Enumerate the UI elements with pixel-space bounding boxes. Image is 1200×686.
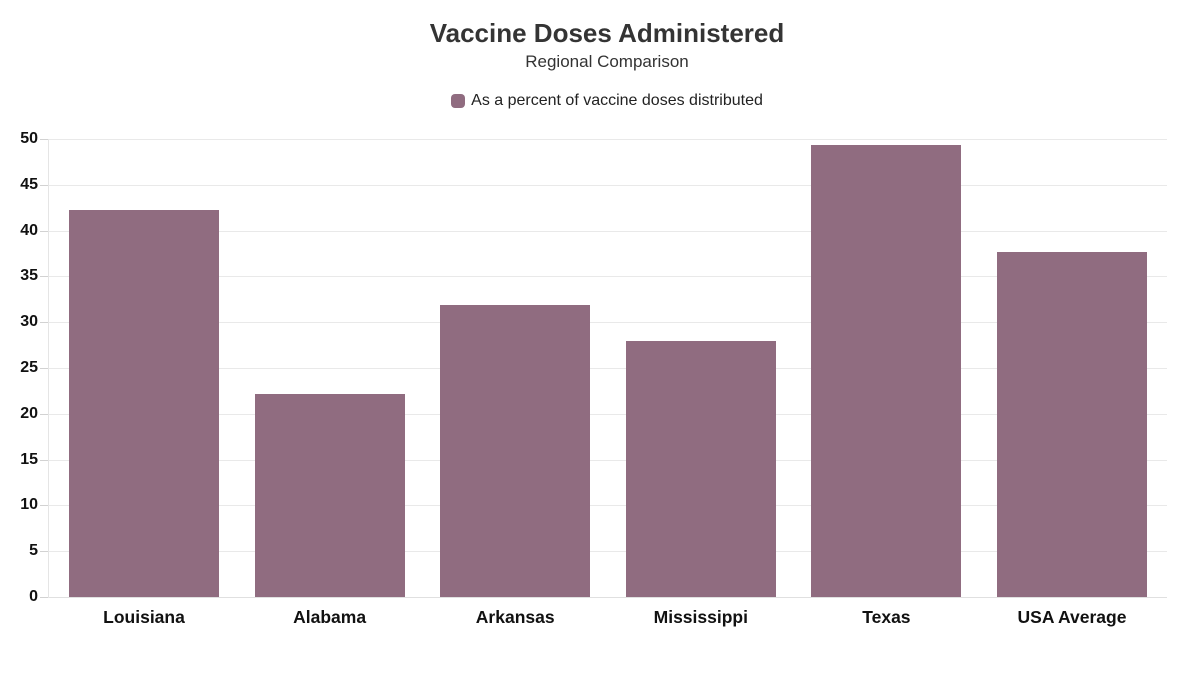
y-axis-label-20: 20 xyxy=(20,404,38,422)
bar-usa-average xyxy=(997,251,1147,597)
y-tickmark-30 xyxy=(40,322,48,324)
y-axis-label-25: 25 xyxy=(20,359,38,376)
gridline-20 xyxy=(48,413,1167,415)
x-axis-label-3: Mississippi xyxy=(653,607,748,627)
gridline-25 xyxy=(48,368,1167,369)
y-tickmark-5 xyxy=(40,551,48,553)
gridline-40 xyxy=(48,230,1167,232)
legend-swatch-icon xyxy=(451,94,466,108)
legend-label: As a percent of vaccine doses distribute… xyxy=(471,92,763,109)
y-tickmark-50 xyxy=(40,139,48,140)
gridline-5 xyxy=(48,551,1167,553)
x-axis-label-0: Louisiana xyxy=(103,607,185,627)
y-axis-line xyxy=(48,139,49,598)
y-tickmark-45 xyxy=(40,184,48,186)
y-axis-label-50: 50 xyxy=(20,130,38,147)
gridline-0 xyxy=(48,597,1167,598)
chart-subtitle: Regional Comparison xyxy=(525,52,689,71)
gridline-35 xyxy=(48,276,1167,278)
y-tickmark-0 xyxy=(40,597,48,598)
y-tickmark-25 xyxy=(40,368,48,369)
y-axis-label-10: 10 xyxy=(20,496,38,514)
gridline-15 xyxy=(48,459,1167,461)
y-tickmark-10 xyxy=(40,505,48,507)
y-axis-label-0: 0 xyxy=(29,588,38,605)
x-axis-label-5: USA Average xyxy=(1017,607,1127,627)
x-axis-label-1: Alabama xyxy=(293,607,367,627)
chart-title: Vaccine Doses Administered xyxy=(429,18,785,48)
gridline-30 xyxy=(48,322,1167,324)
bar-alabama xyxy=(254,393,405,597)
y-axis-label-40: 40 xyxy=(20,221,38,239)
gridline-45 xyxy=(48,184,1167,186)
y-tickmark-15 xyxy=(40,459,48,461)
bar-louisiana xyxy=(69,209,219,597)
gridline-10 xyxy=(48,505,1167,507)
y-axis-label-5: 5 xyxy=(29,542,38,560)
y-axis-label-30: 30 xyxy=(20,313,38,331)
x-axis-label-2: Arkansas xyxy=(475,607,555,627)
y-tickmark-40 xyxy=(40,230,48,232)
gridline-50 xyxy=(48,139,1167,140)
x-axis-label-4: Texas xyxy=(862,607,911,627)
y-axis-label-35: 35 xyxy=(20,267,38,285)
y-axis-label-45: 45 xyxy=(20,175,38,193)
bar-mississippi xyxy=(625,340,776,597)
y-tickmark-20 xyxy=(40,413,48,415)
bar-arkansas xyxy=(440,304,591,597)
y-tickmark-35 xyxy=(40,276,48,278)
bar-texas xyxy=(811,145,962,597)
chart-legend: As a percent of vaccine doses distribute… xyxy=(24,92,1190,110)
y-axis-label-15: 15 xyxy=(20,450,38,468)
